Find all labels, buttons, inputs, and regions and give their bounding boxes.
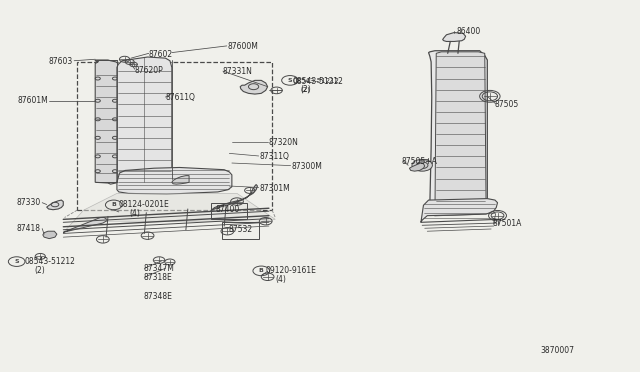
Text: 08543-51212: 08543-51212: [292, 78, 339, 84]
Text: 08543-51212: 08543-51212: [292, 77, 344, 86]
Polygon shape: [47, 200, 63, 210]
Polygon shape: [421, 199, 497, 222]
Text: 87601M: 87601M: [17, 96, 48, 105]
Text: 87611Q: 87611Q: [166, 93, 195, 102]
Text: 08543-51212: 08543-51212: [25, 257, 76, 266]
Text: 87418: 87418: [17, 224, 41, 233]
Text: (4): (4): [130, 209, 141, 218]
Text: 87301M: 87301M: [259, 184, 290, 193]
Text: (2): (2): [301, 86, 310, 93]
Text: 3870007: 3870007: [540, 346, 574, 355]
Polygon shape: [117, 57, 172, 184]
Text: 87603: 87603: [49, 57, 73, 66]
Polygon shape: [429, 51, 487, 216]
Text: 86400: 86400: [456, 26, 480, 36]
Text: 09120-9161E: 09120-9161E: [266, 266, 317, 275]
Polygon shape: [410, 163, 425, 171]
Bar: [221, 222, 259, 238]
Text: 87311Q: 87311Q: [259, 152, 289, 161]
Text: S: S: [14, 259, 19, 264]
Polygon shape: [435, 52, 486, 214]
Polygon shape: [65, 193, 275, 231]
Text: 87501A: 87501A: [492, 219, 522, 228]
Text: 87330: 87330: [17, 198, 41, 207]
Circle shape: [412, 159, 433, 171]
Polygon shape: [211, 185, 257, 210]
Text: 87331N: 87331N: [223, 67, 253, 76]
Polygon shape: [443, 33, 466, 41]
Text: B: B: [259, 268, 264, 273]
Text: 87348E: 87348E: [143, 292, 172, 301]
Text: 87400: 87400: [215, 205, 239, 214]
Polygon shape: [117, 167, 232, 194]
Text: 87505+A: 87505+A: [402, 157, 438, 166]
Text: 87320N: 87320N: [269, 138, 299, 147]
Text: 87602: 87602: [149, 50, 173, 59]
Polygon shape: [95, 60, 118, 184]
Text: 87532: 87532: [228, 225, 253, 234]
Bar: [77, 62, 272, 210]
Polygon shape: [63, 218, 108, 232]
Text: (2): (2): [301, 85, 312, 94]
Polygon shape: [172, 176, 189, 184]
Text: S: S: [287, 78, 292, 83]
Text: 87505: 87505: [494, 100, 518, 109]
Text: (4): (4): [275, 275, 286, 284]
Text: 87347M: 87347M: [143, 264, 174, 273]
Text: 87318E: 87318E: [143, 273, 172, 282]
Polygon shape: [43, 231, 57, 238]
Text: 87620P: 87620P: [135, 66, 164, 75]
Polygon shape: [240, 80, 268, 94]
Text: 87300M: 87300M: [292, 162, 323, 171]
Text: 08124-0201E: 08124-0201E: [118, 201, 169, 209]
Text: (2): (2): [34, 266, 45, 275]
Text: B: B: [111, 202, 116, 208]
Text: 87600M: 87600M: [227, 42, 259, 51]
Bar: [211, 203, 247, 219]
